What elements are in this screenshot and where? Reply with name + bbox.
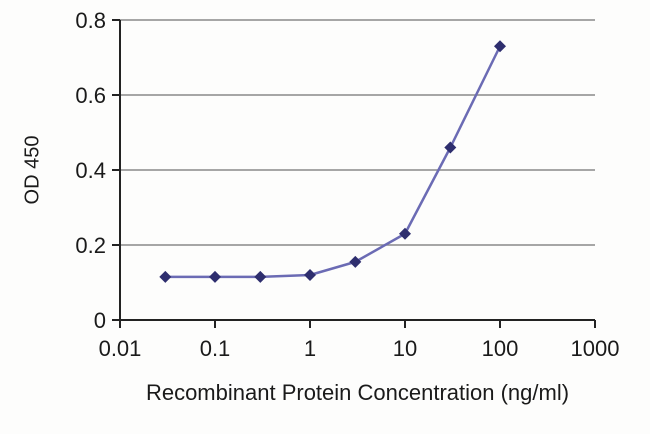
x-tick-label: 0.1 <box>200 336 231 361</box>
x-tick-label: 1 <box>304 336 316 361</box>
y-tick-label: 0 <box>94 308 106 333</box>
x-tick-label: 0.01 <box>99 336 142 361</box>
data-point-marker <box>349 255 362 268</box>
data-point-marker <box>209 270 221 283</box>
data-point-marker <box>304 269 316 281</box>
x-tick-label: 100 <box>482 336 519 361</box>
data-point-marker <box>254 270 267 283</box>
x-axis-label: Recombinant Protein Concentration (ng/ml… <box>145 380 570 405</box>
y-axis-label: OD 450 <box>21 135 44 205</box>
series-line <box>165 45 502 279</box>
data-point-marker <box>399 227 411 240</box>
y-tick-label: 0.8 <box>75 8 106 33</box>
y-tick-label: 0.2 <box>75 233 106 258</box>
y-tick-label: 0.4 <box>75 158 106 183</box>
data-point-marker <box>494 40 506 53</box>
data-point-marker <box>444 141 457 154</box>
x-tick-label: 1000 <box>571 336 620 361</box>
data-point-marker <box>159 270 172 283</box>
y-tick-label: 0.6 <box>75 83 106 108</box>
x-tick-label: 10 <box>393 336 417 361</box>
